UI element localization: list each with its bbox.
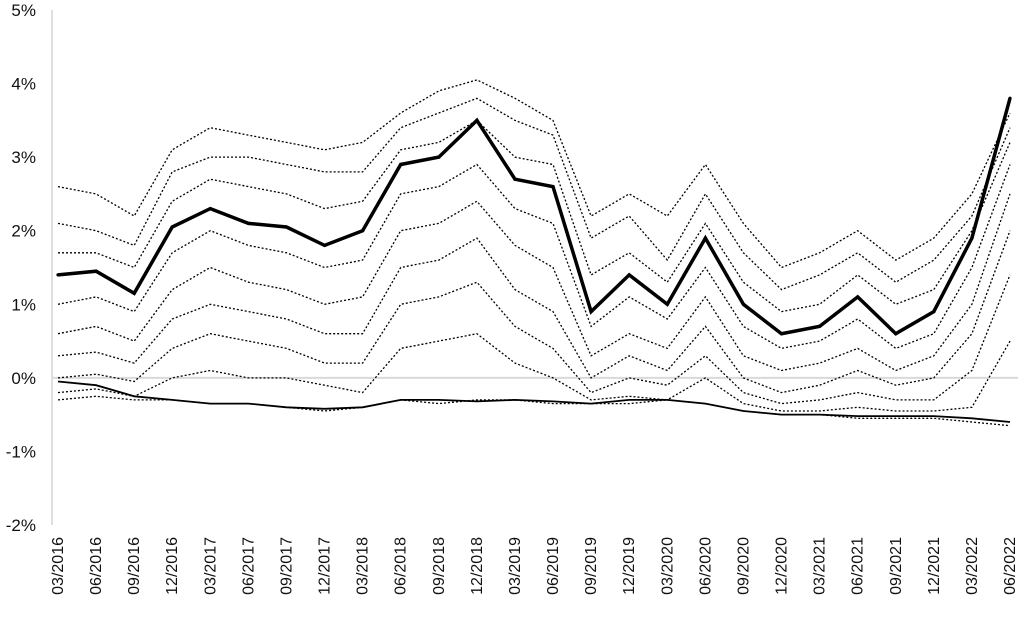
x-tick-label: 12/2016 bbox=[164, 537, 181, 595]
data-point bbox=[399, 162, 403, 167]
series-line-4 bbox=[58, 119, 1011, 313]
data-point bbox=[703, 236, 707, 240]
axes bbox=[51, 10, 1018, 525]
x-tick-label: 12/2021 bbox=[926, 537, 943, 595]
tick-labels: -2% -1% 0% 1% 2% 3% 4% 5% 03/2016 06/2016 09/2016 1… bbox=[6, 1, 1019, 595]
data-point bbox=[970, 236, 974, 240]
x-tick-label: 09/2020 bbox=[735, 537, 752, 595]
data-point bbox=[551, 184, 555, 189]
x-tick-label: 09/2018 bbox=[431, 537, 448, 595]
data-point bbox=[437, 155, 441, 159]
data-point bbox=[665, 302, 669, 306]
data-point bbox=[589, 310, 593, 314]
data-point bbox=[56, 273, 60, 277]
data-point bbox=[246, 221, 250, 225]
series-line-5 bbox=[57, 163, 1011, 350]
x-tick-label: 03/2018 bbox=[355, 537, 372, 595]
data-point bbox=[94, 269, 98, 273]
series-line-2 bbox=[57, 79, 1011, 269]
x-tick-label: 09/2019 bbox=[583, 537, 600, 595]
data-point bbox=[132, 291, 136, 295]
x-tick-label: 12/2018 bbox=[469, 537, 486, 595]
data-point bbox=[284, 225, 289, 229]
x-tick-label: 09/2016 bbox=[126, 537, 143, 595]
y-tick-label: 5% bbox=[11, 1, 36, 20]
data-point bbox=[894, 332, 898, 336]
x-tick-label: 12/2020 bbox=[774, 537, 791, 595]
series-line-1 bbox=[57, 97, 1012, 336]
x-tick-label: 06/2017 bbox=[240, 537, 257, 595]
data-point bbox=[779, 332, 784, 336]
x-tick-label: 03/2016 bbox=[50, 537, 67, 595]
data-point bbox=[741, 302, 746, 306]
series-line-11 bbox=[57, 380, 1011, 423]
series-line-3 bbox=[57, 97, 1011, 291]
data-point bbox=[208, 207, 212, 211]
data-point bbox=[856, 295, 860, 299]
data-point bbox=[170, 225, 174, 229]
series-line-7 bbox=[57, 230, 1011, 394]
data-point bbox=[1008, 96, 1012, 100]
data-point bbox=[627, 273, 631, 277]
x-tick-label: 06/2016 bbox=[88, 537, 105, 595]
x-tick-label: 06/2018 bbox=[393, 537, 410, 595]
series-line-8 bbox=[57, 274, 1011, 405]
data-point bbox=[475, 118, 479, 122]
x-tick-label: 12/2019 bbox=[621, 537, 638, 595]
x-tick-label: 12/2017 bbox=[317, 537, 334, 595]
x-tick-label: 03/2020 bbox=[659, 537, 676, 595]
x-tick-label: 06/2022 bbox=[1002, 537, 1019, 595]
y-tick-label: 1% bbox=[11, 295, 36, 314]
x-tick-label: 06/2021 bbox=[850, 537, 867, 595]
x-tick-label: 06/2020 bbox=[697, 537, 714, 595]
x-tick-label: 03/2017 bbox=[202, 537, 219, 595]
y-tick-label: 3% bbox=[11, 148, 36, 167]
series-group bbox=[56, 79, 1012, 427]
data-point bbox=[932, 310, 936, 314]
x-tick-label: 06/2019 bbox=[545, 537, 562, 595]
series-line-10 bbox=[57, 395, 1011, 427]
y-tick-label: 2% bbox=[11, 222, 36, 241]
x-tick-label: 03/2019 bbox=[507, 537, 524, 595]
x-tick-label: 09/2021 bbox=[888, 537, 905, 595]
series-line-9 bbox=[57, 333, 1011, 412]
data-point bbox=[513, 177, 517, 181]
data-point bbox=[322, 243, 327, 248]
y-tick-label: -1% bbox=[6, 442, 36, 461]
x-tick-label: 03/2022 bbox=[964, 537, 981, 595]
data-point bbox=[818, 324, 822, 328]
x-tick-label: 09/2017 bbox=[278, 537, 295, 595]
y-tick-label: 0% bbox=[11, 369, 36, 388]
x-tick-label: 03/2021 bbox=[812, 537, 829, 595]
y-tick-label: 4% bbox=[11, 75, 36, 94]
y-tick-label: -2% bbox=[6, 516, 36, 535]
series-line-6 bbox=[57, 193, 1011, 372]
data-point bbox=[361, 229, 365, 233]
